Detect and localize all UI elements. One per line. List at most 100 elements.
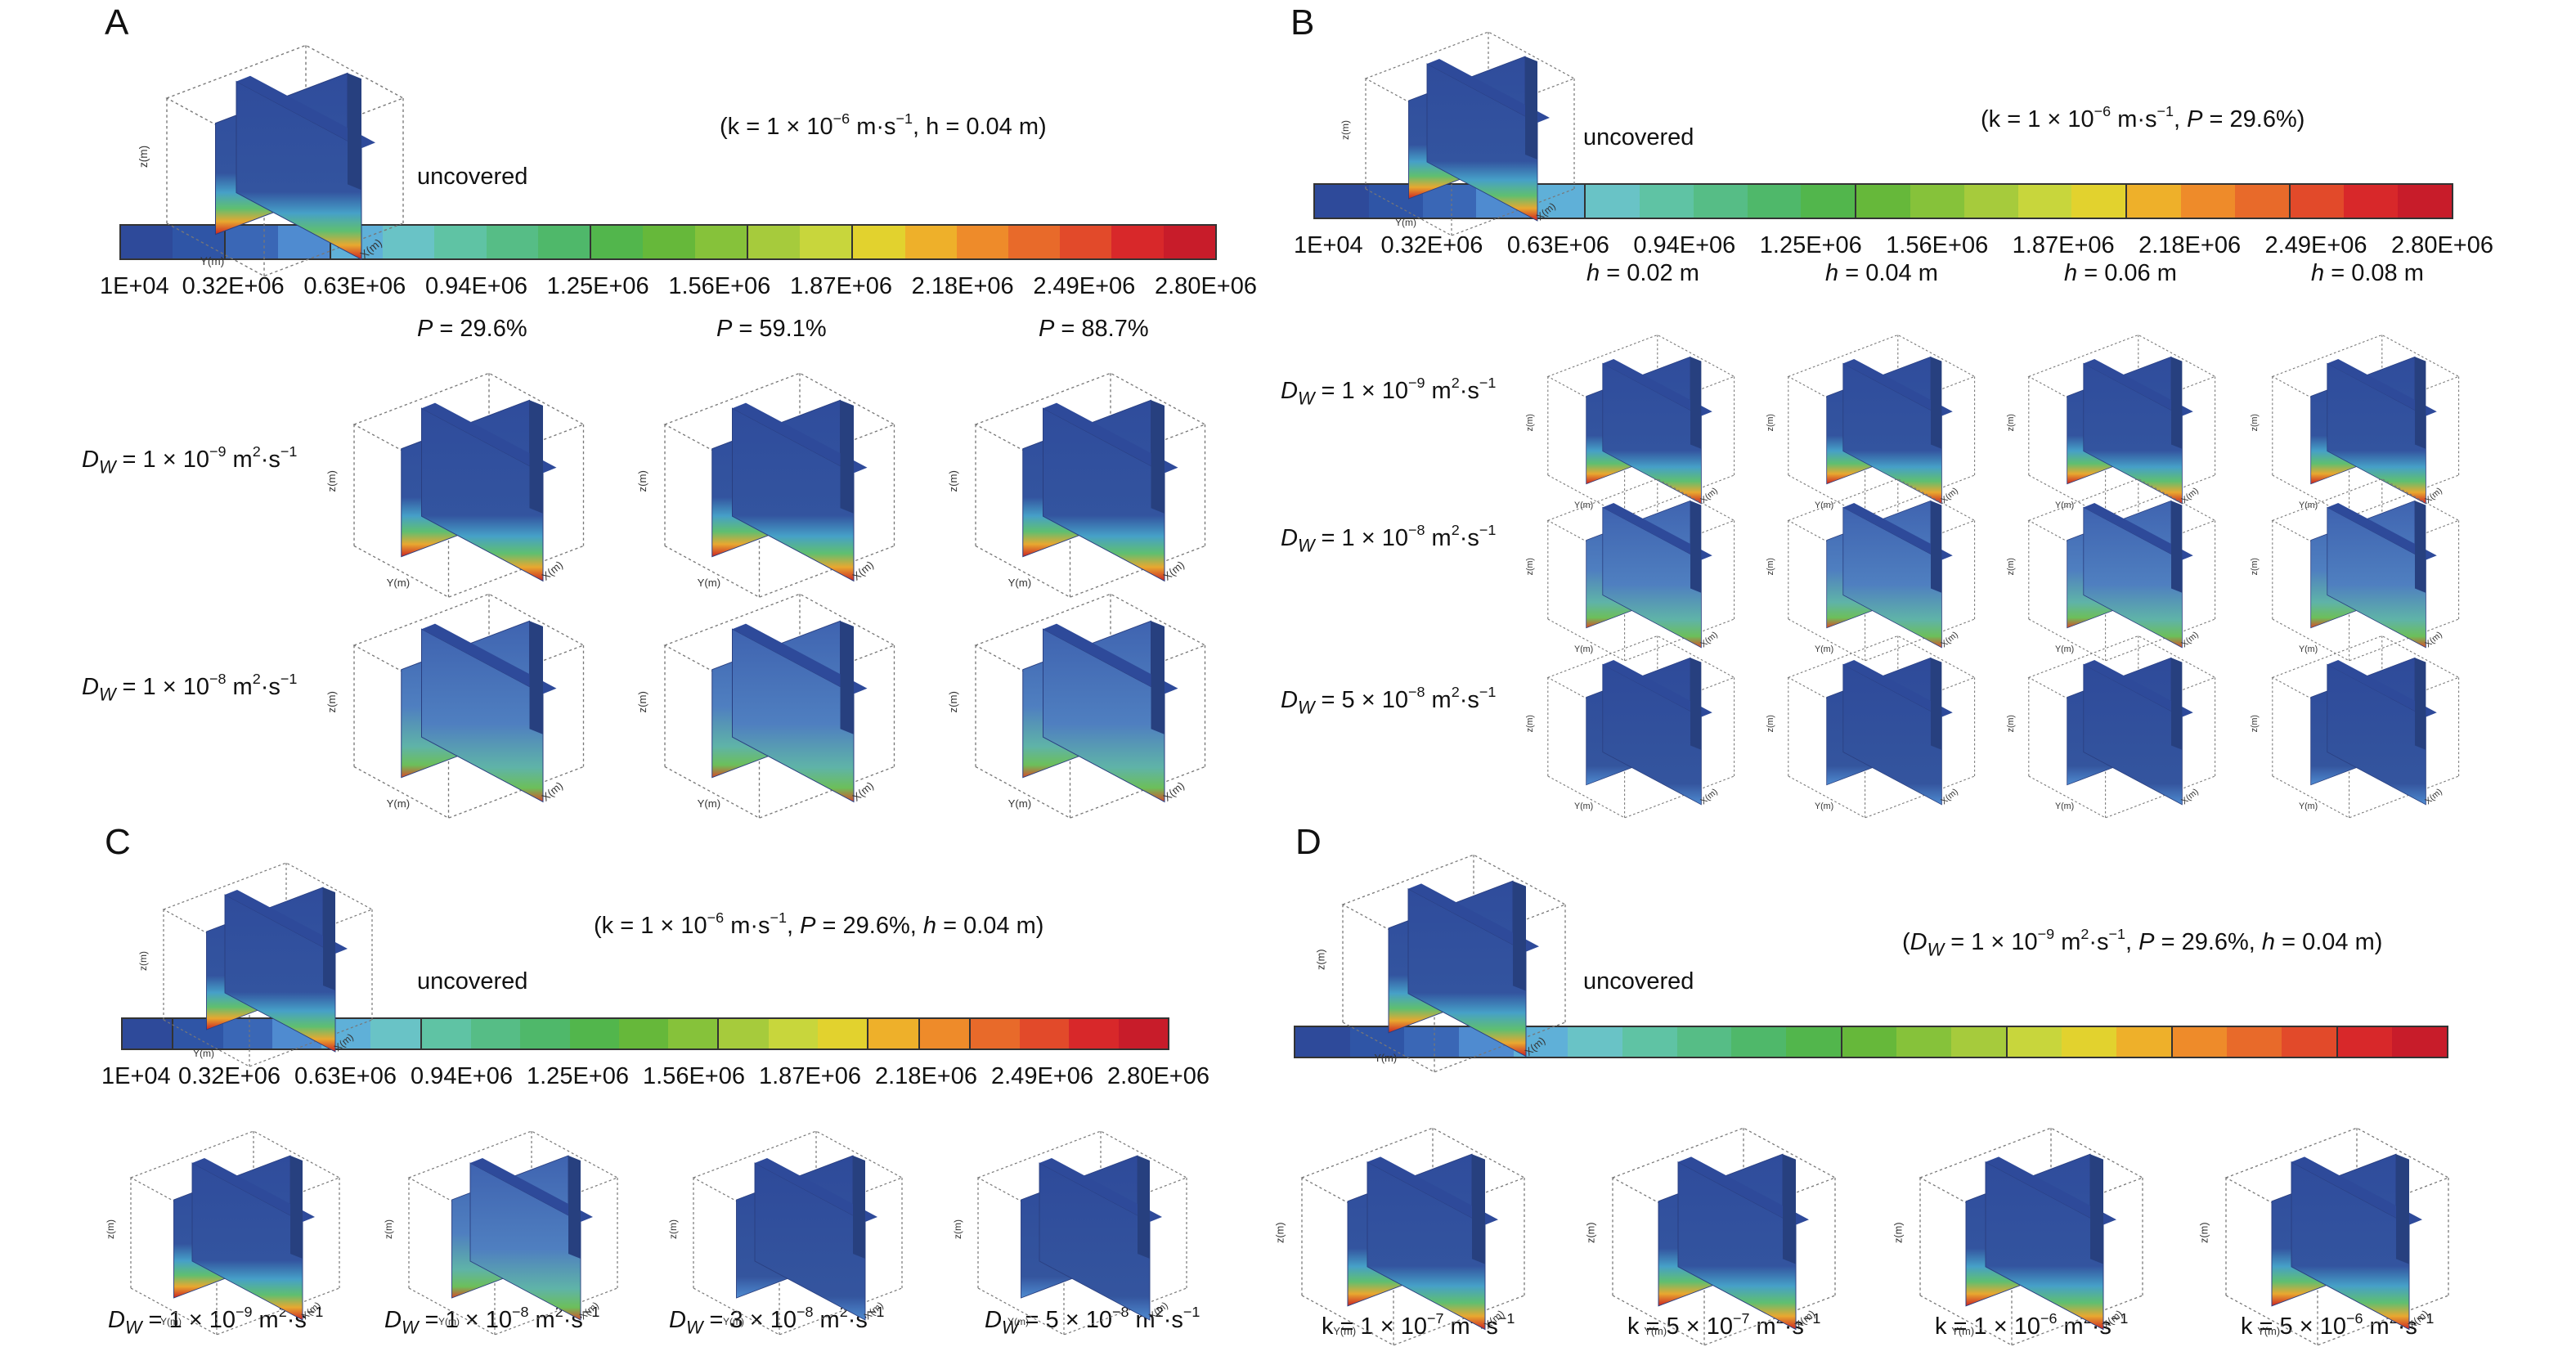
uncovered-label-c: uncovered <box>417 968 528 995</box>
cross-plot-b-r2-c2: z(m)Y(m)X(m) <box>1766 478 1976 662</box>
axis-label-y: Y(m) <box>1815 501 1833 510</box>
axis-label-z: z(m) <box>1766 414 1775 431</box>
axis-label-z: z(m) <box>2250 414 2260 431</box>
axis-label-y: Y(m) <box>387 577 411 589</box>
colorbar-segment <box>768 1019 818 1048</box>
cross-plot-b-uncovered: z(m)Y(m) X(m) <box>1340 31 1576 236</box>
colorbar-segment <box>434 226 487 258</box>
colorbar-segment <box>1163 226 1215 258</box>
axis-label-z: z(m) <box>2006 414 2016 431</box>
colorbar-tick-label: 0.32E+06 <box>1380 232 1483 258</box>
cross-plot-b-r1-c1: z(m)Y(m)X(m) <box>1525 334 1735 518</box>
cross-plot-a-r1-c2: z(m)Y(m) X(m) <box>636 372 896 598</box>
axis-label-y: Y(m) <box>1395 217 1416 228</box>
axis-label-y: Y(m) <box>1574 644 1593 654</box>
colorbar-segment <box>1731 1027 1787 1057</box>
axis-label-x: X(m) <box>1699 787 1719 806</box>
axis-label-z: z(m) <box>2006 715 2016 732</box>
axis-label-y: Y(m) <box>1008 577 1032 589</box>
colorbar-segment <box>1896 1027 1952 1057</box>
axis-label-z: z(m) <box>952 1219 963 1239</box>
colorbar-segment <box>2125 185 2181 218</box>
col-label-d-4: k = 5 × 10−6 m2·s−1 <box>2241 1310 2435 1340</box>
colorbar-a <box>119 224 1217 260</box>
axis-label-y: Y(m) <box>1333 1325 1356 1337</box>
axis-label-y: Y(m) <box>1951 1325 1974 1337</box>
row-label-b-3: DW = 5 × 10−8 m2·s−1 <box>1281 684 1497 718</box>
cross-plot-a-r1-c1: z(m)Y(m) X(m) <box>325 372 586 598</box>
colorbar-tick-label: 0.94E+06 <box>425 273 527 299</box>
cross-plot-a-r2-c1: z(m)Y(m) X(m) <box>325 593 586 819</box>
colorbar-segment <box>370 1019 420 1048</box>
axis-label-z: z(m) <box>947 470 959 492</box>
colorbar-segment <box>1963 185 2018 218</box>
axis-label-y: Y(m) <box>1008 797 1032 810</box>
colorbar-segment <box>2398 185 2453 218</box>
colorbar-segment <box>2062 1027 2117 1057</box>
cross-plot-a-r2-c3: z(m)Y(m) X(m) <box>947 593 1207 819</box>
colorbar-segment <box>1747 185 1802 218</box>
colorbar-segment <box>2071 185 2126 218</box>
row-label-b-1: DW = 1 × 10−9 m2·s−1 <box>1281 375 1497 409</box>
cross-plot-b-r2-c3: z(m)Y(m)X(m) <box>2006 478 2216 662</box>
axis-label-y: Y(m) <box>193 1048 214 1059</box>
cross-plot-c-c2: z(m)Y(m) X(m) <box>383 1130 619 1336</box>
colorbar-tick-label: 2.49E+06 <box>1033 273 1136 299</box>
colorbar-segment <box>2005 1027 2062 1057</box>
colorbar-segment <box>470 1019 521 1048</box>
colorbar-tick-label: 1.56E+06 <box>668 273 771 299</box>
colorbar-segment <box>121 226 173 258</box>
colorbar-segment <box>1801 185 1856 218</box>
col-header-a-3: P = 88.7% <box>1039 316 1149 342</box>
axis-label-z: z(m) <box>137 951 149 971</box>
row-label-a-1: DW = 1 × 10−9 m2·s−1 <box>82 443 298 478</box>
axis-label-z: z(m) <box>2250 715 2260 732</box>
cross-plot-b-r1-c2: z(m)Y(m)X(m) <box>1766 334 1976 518</box>
colorbar-segment <box>569 1019 619 1048</box>
colorbar-segment <box>817 1019 868 1048</box>
panel-letter-d: D <box>1295 822 1322 862</box>
panel-letter-c: C <box>105 822 131 862</box>
panel-d-params: (DW = 1 × 10−9 m2·s−1, P = 29.6%, h = 0.… <box>1902 926 2383 960</box>
colorbar-segment <box>520 1019 570 1048</box>
colorbar-segment <box>1622 1027 1677 1057</box>
colorbar-tick-label: 2.18E+06 <box>2138 232 2242 258</box>
axis-label-y: Y(m) <box>1008 1316 1029 1327</box>
colorbar-segment <box>1069 1019 1119 1048</box>
colorbar-segment <box>2170 1027 2228 1057</box>
colorbar-segment <box>2234 185 2289 218</box>
colorbar-segment <box>222 1019 272 1048</box>
col-label-c-3: DW = 3 × 10−8 m2·s−1 <box>669 1304 885 1338</box>
axis-label-z: z(m) <box>2250 558 2260 575</box>
axis-label-y: Y(m) <box>698 797 721 810</box>
colorbar-segment <box>2017 185 2072 218</box>
axis-label-y: Y(m) <box>2055 501 2074 510</box>
cross-plot-a-r1-c3: z(m)Y(m) X(m) <box>947 372 1207 598</box>
colorbar-tick-label: 1.25E+06 <box>527 1063 629 1089</box>
col-header-b-3: h = 0.06 m <box>2064 260 2177 286</box>
colorbar-segment <box>1111 226 1164 258</box>
colorbar-tick-label: 0.63E+06 <box>303 273 406 299</box>
cross-plot-d-c2: z(m)Y(m) X(m) <box>1585 1127 1837 1346</box>
axis-label-z: z(m) <box>1525 558 1535 575</box>
cross-plot-d-uncovered: z(m)Y(m) X(m) <box>1315 854 1567 1073</box>
panel-letter-b: B <box>1290 2 1315 43</box>
axis-label-y: Y(m) <box>2055 801 2074 811</box>
colorbar-segment <box>1855 185 1910 218</box>
colorbar-segment <box>224 226 278 258</box>
colorbar-segment <box>1676 1027 1732 1057</box>
uncovered-label-d: uncovered <box>1583 968 1694 995</box>
colorbar-segment <box>1530 185 1585 218</box>
colorbar-segment <box>968 1019 1021 1048</box>
axis-label-y: Y(m) <box>1644 1325 1667 1337</box>
colorbar-segment <box>1568 1027 1623 1057</box>
axis-label-x: X(m) <box>2179 787 2200 806</box>
colorbar-tick-label: 1.25E+06 <box>1759 232 1862 258</box>
axis-label-y: Y(m) <box>723 1316 744 1327</box>
axis-label-x: X(m) <box>358 236 384 261</box>
axis-label-y: Y(m) <box>1374 1052 1397 1064</box>
colorbar-tick-label: 1E+04 <box>101 1063 171 1089</box>
colorbar-segment <box>643 226 695 258</box>
cross-plot-b-r2-c4: z(m)Y(m)X(m) <box>2250 478 2460 662</box>
uncovered-label-b: uncovered <box>1583 124 1694 150</box>
